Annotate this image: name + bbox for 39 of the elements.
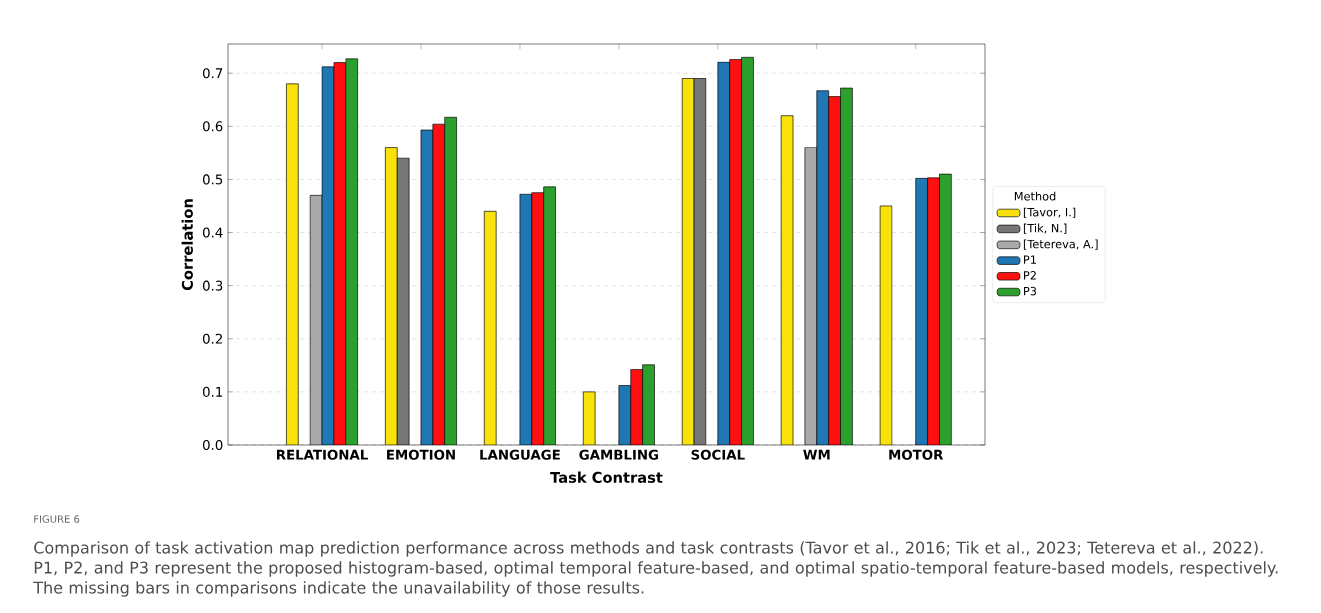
bar	[741, 56, 754, 445]
bar	[729, 59, 742, 445]
legend-label: P1	[1024, 255, 1036, 264]
text: Comparison of task activation map prediction performance across methods and task contrasts (Tavor et al., 2016; Tik et al., 2023; Tetereva et al., 2022). P1, P2, and P3 represent the proposed histogram-based, optimal temporal feature-based, and optimal spatio-temporal feature-based models, respectively. The missing bars in comparisons indicate the unavailability of those results.	[33, 541, 1278, 597]
y-tick-label: 0.5	[202, 174, 223, 185]
bar	[630, 369, 643, 445]
legend-label: P2	[1024, 271, 1036, 280]
y-tick-label: 0.0	[202, 439, 223, 451]
bar	[531, 192, 545, 445]
y-axis-title: Correlation	[181, 199, 193, 291]
bar	[927, 177, 940, 445]
x-tick-label: MOTOR	[889, 449, 944, 460]
bar	[345, 58, 358, 445]
legend-label: [Tavor, I.]	[1023, 207, 1076, 218]
legend-label: P3	[1024, 286, 1037, 296]
caption: FIGURE 6	[34, 515, 80, 523]
legend-title: Method	[1014, 191, 1056, 201]
legend-label: [Tetereva, A.]	[1023, 239, 1098, 250]
bar	[828, 96, 841, 445]
y-tick-label: 0.1	[202, 386, 223, 397]
x-tick-label: RELATIONAL	[276, 449, 368, 460]
bar	[642, 364, 655, 445]
x-tick-label: LANGUAGE	[480, 449, 560, 460]
bar	[543, 186, 556, 445]
x-axis-title: Task Contrast	[550, 471, 663, 483]
bar	[444, 116, 457, 445]
bar	[939, 173, 952, 445]
y-tick-label: 0.7	[202, 68, 223, 79]
y-tick-label: 0.6	[202, 121, 223, 132]
y-tick-label: 0.4	[202, 227, 223, 238]
y-tick-label: 0.2	[202, 333, 222, 344]
x-tick-label: GAMBLING	[579, 449, 659, 460]
bar	[840, 87, 853, 445]
legend-label: [Tik, N.]	[1023, 223, 1067, 234]
bar	[432, 123, 446, 445]
x-tick-label: WM	[803, 449, 830, 460]
y-tick-label: 0.3	[202, 280, 223, 291]
x-tick-label: SOCIAL	[691, 449, 745, 460]
x-tick-label: EMOTION	[387, 449, 455, 460]
